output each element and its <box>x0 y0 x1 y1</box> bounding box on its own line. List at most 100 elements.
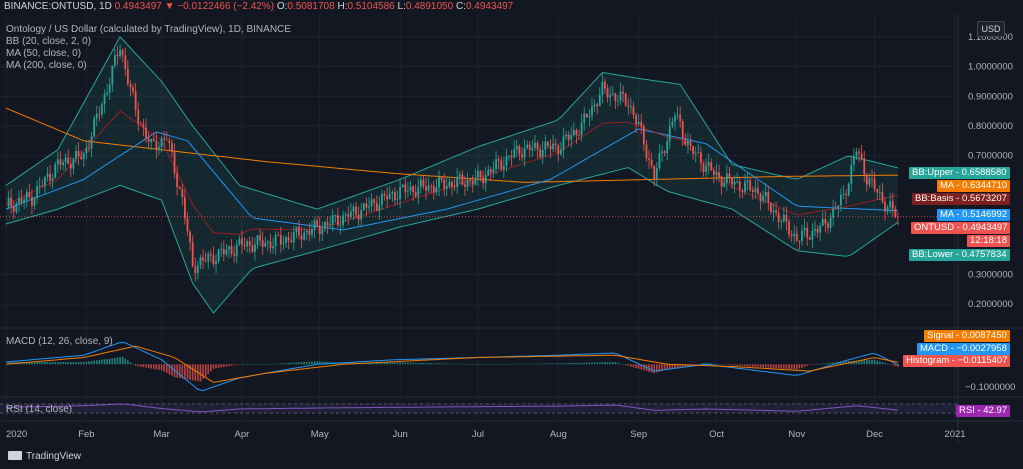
candle-body <box>552 143 555 150</box>
rsi-band <box>0 403 958 414</box>
candle-body <box>279 235 282 245</box>
macd-histogram-bar <box>202 364 204 380</box>
candle-body <box>757 188 759 194</box>
candle-body <box>202 257 204 261</box>
macd-histogram-bar <box>67 362 70 365</box>
macd-tag-signal: Signal - 0.0087450 <box>924 330 1010 342</box>
macd-histogram-bar <box>300 362 303 365</box>
macd-histogram-bar <box>326 361 329 365</box>
candle-body <box>458 174 461 177</box>
rsi-legend[interactable]: RSI (14, close) <box>6 404 73 415</box>
candle-body <box>375 202 378 211</box>
candle-body <box>145 127 147 139</box>
price-tag-countdown: 12:18:18 <box>967 235 1010 247</box>
candle-body <box>329 224 332 226</box>
macd-histogram-bar <box>295 362 298 365</box>
bb-legend[interactable]: BB (20, close, 2, 0) <box>6 36 92 47</box>
macd-histogram-bar <box>611 362 614 365</box>
x-tick-label: Sep <box>630 429 647 440</box>
candle-body <box>438 176 440 188</box>
macd-histogram-bar <box>293 362 295 365</box>
macd-histogram-bar <box>251 364 254 365</box>
candle-body <box>152 138 155 141</box>
macd-histogram-bar <box>650 364 653 373</box>
macd-histogram-bar <box>731 364 733 366</box>
macd-histogram-bar <box>269 363 272 365</box>
candle-body <box>497 159 500 161</box>
x-tick-label: Dec <box>866 429 883 440</box>
macd-histogram-bar <box>596 362 598 365</box>
x-tick-label: Oct <box>709 429 724 440</box>
macd-histogram-bar <box>194 364 197 381</box>
candle-body <box>324 222 326 230</box>
macd-histogram-bar <box>448 363 451 365</box>
macd-histogram-bar <box>557 363 560 365</box>
macd-histogram-bar <box>106 358 108 365</box>
macd-histogram-bar <box>728 364 731 366</box>
macd-histogram-bar <box>643 364 645 371</box>
candle-body <box>886 207 889 212</box>
macd-legend[interactable]: MACD (12, 26, close, 9) <box>6 336 113 347</box>
macd-histogram-bar <box>578 362 580 365</box>
price-tag-bb-lower: BB:Lower - 0.4757834 <box>909 249 1010 261</box>
candle-body <box>228 246 230 250</box>
candle-body <box>82 153 85 159</box>
macd-histogram-bar <box>674 364 676 369</box>
candle-body <box>489 169 492 173</box>
macd-histogram-bar <box>764 364 767 368</box>
candle-body <box>28 192 31 197</box>
macd-histogram-bar <box>539 363 541 365</box>
candle-body <box>254 244 256 252</box>
price-tag-bb-basis: BB:Basis - 0.5673207 <box>912 193 1010 205</box>
macd-histogram-bar <box>121 356 124 365</box>
symbol-header: BINANCE:ONTUSD, 1D 0.4943497 ▼ −0.012246… <box>0 0 1023 14</box>
candle-body <box>246 241 249 247</box>
candle-body <box>687 140 689 145</box>
candle-body <box>121 49 124 56</box>
candle-body <box>547 141 549 146</box>
macd-histogram-bar <box>285 363 287 365</box>
macd-histogram-bar <box>583 362 586 365</box>
macd-histogram-bar <box>668 364 671 369</box>
macd-histogram-bar <box>772 364 775 369</box>
candle-body <box>637 121 640 125</box>
candle-body <box>85 148 88 154</box>
macd-histogram-bar <box>617 362 619 365</box>
candle-body <box>38 185 41 187</box>
candle-body <box>464 184 466 187</box>
candle-body <box>95 113 98 119</box>
macd-histogram-bar <box>321 361 324 365</box>
tradingview-logo[interactable]: TradingView <box>8 451 81 462</box>
candle-body <box>635 115 637 125</box>
macd-histogram-bar <box>593 362 596 365</box>
macd-histogram-bar <box>842 361 845 365</box>
macd-histogram-bar <box>453 363 456 365</box>
macd-histogram-bar <box>191 364 194 381</box>
macd-histogram-bar <box>116 357 119 365</box>
macd-histogram-bar <box>767 364 770 368</box>
candle-body <box>531 148 534 151</box>
macd-histogram-bar <box>549 363 552 365</box>
macd-histogram-bar <box>824 363 827 365</box>
macd-histogram-bar <box>168 364 171 375</box>
macd-histogram-bar <box>471 364 474 365</box>
ma50-legend[interactable]: MA (50, close, 0) <box>6 48 82 59</box>
price-chart[interactable]: 2020 Feb Mar Apr May Jun Jul Aug Sep Oct Nov Dec 202… <box>0 0 1023 445</box>
macd-histogram-bar <box>215 364 217 369</box>
candle-body <box>41 185 44 187</box>
candle-body <box>230 246 233 254</box>
macd-histogram-bar <box>780 364 783 369</box>
macd-histogram-bar <box>417 362 420 365</box>
macd-histogram-bar <box>425 363 427 365</box>
macd-histogram-bar <box>547 363 549 365</box>
candle-body <box>759 193 762 202</box>
candle-body <box>510 155 513 158</box>
macd-histogram-bar <box>422 363 425 365</box>
candle-body <box>863 158 866 175</box>
currency-button[interactable]: USD <box>977 21 1005 37</box>
macd-histogram-bar <box>505 363 508 365</box>
ma200-legend[interactable]: MA (200, close, 0) <box>6 60 87 71</box>
candle-body <box>147 138 150 142</box>
macd-histogram-bar <box>604 362 606 365</box>
candle-body <box>578 134 580 136</box>
